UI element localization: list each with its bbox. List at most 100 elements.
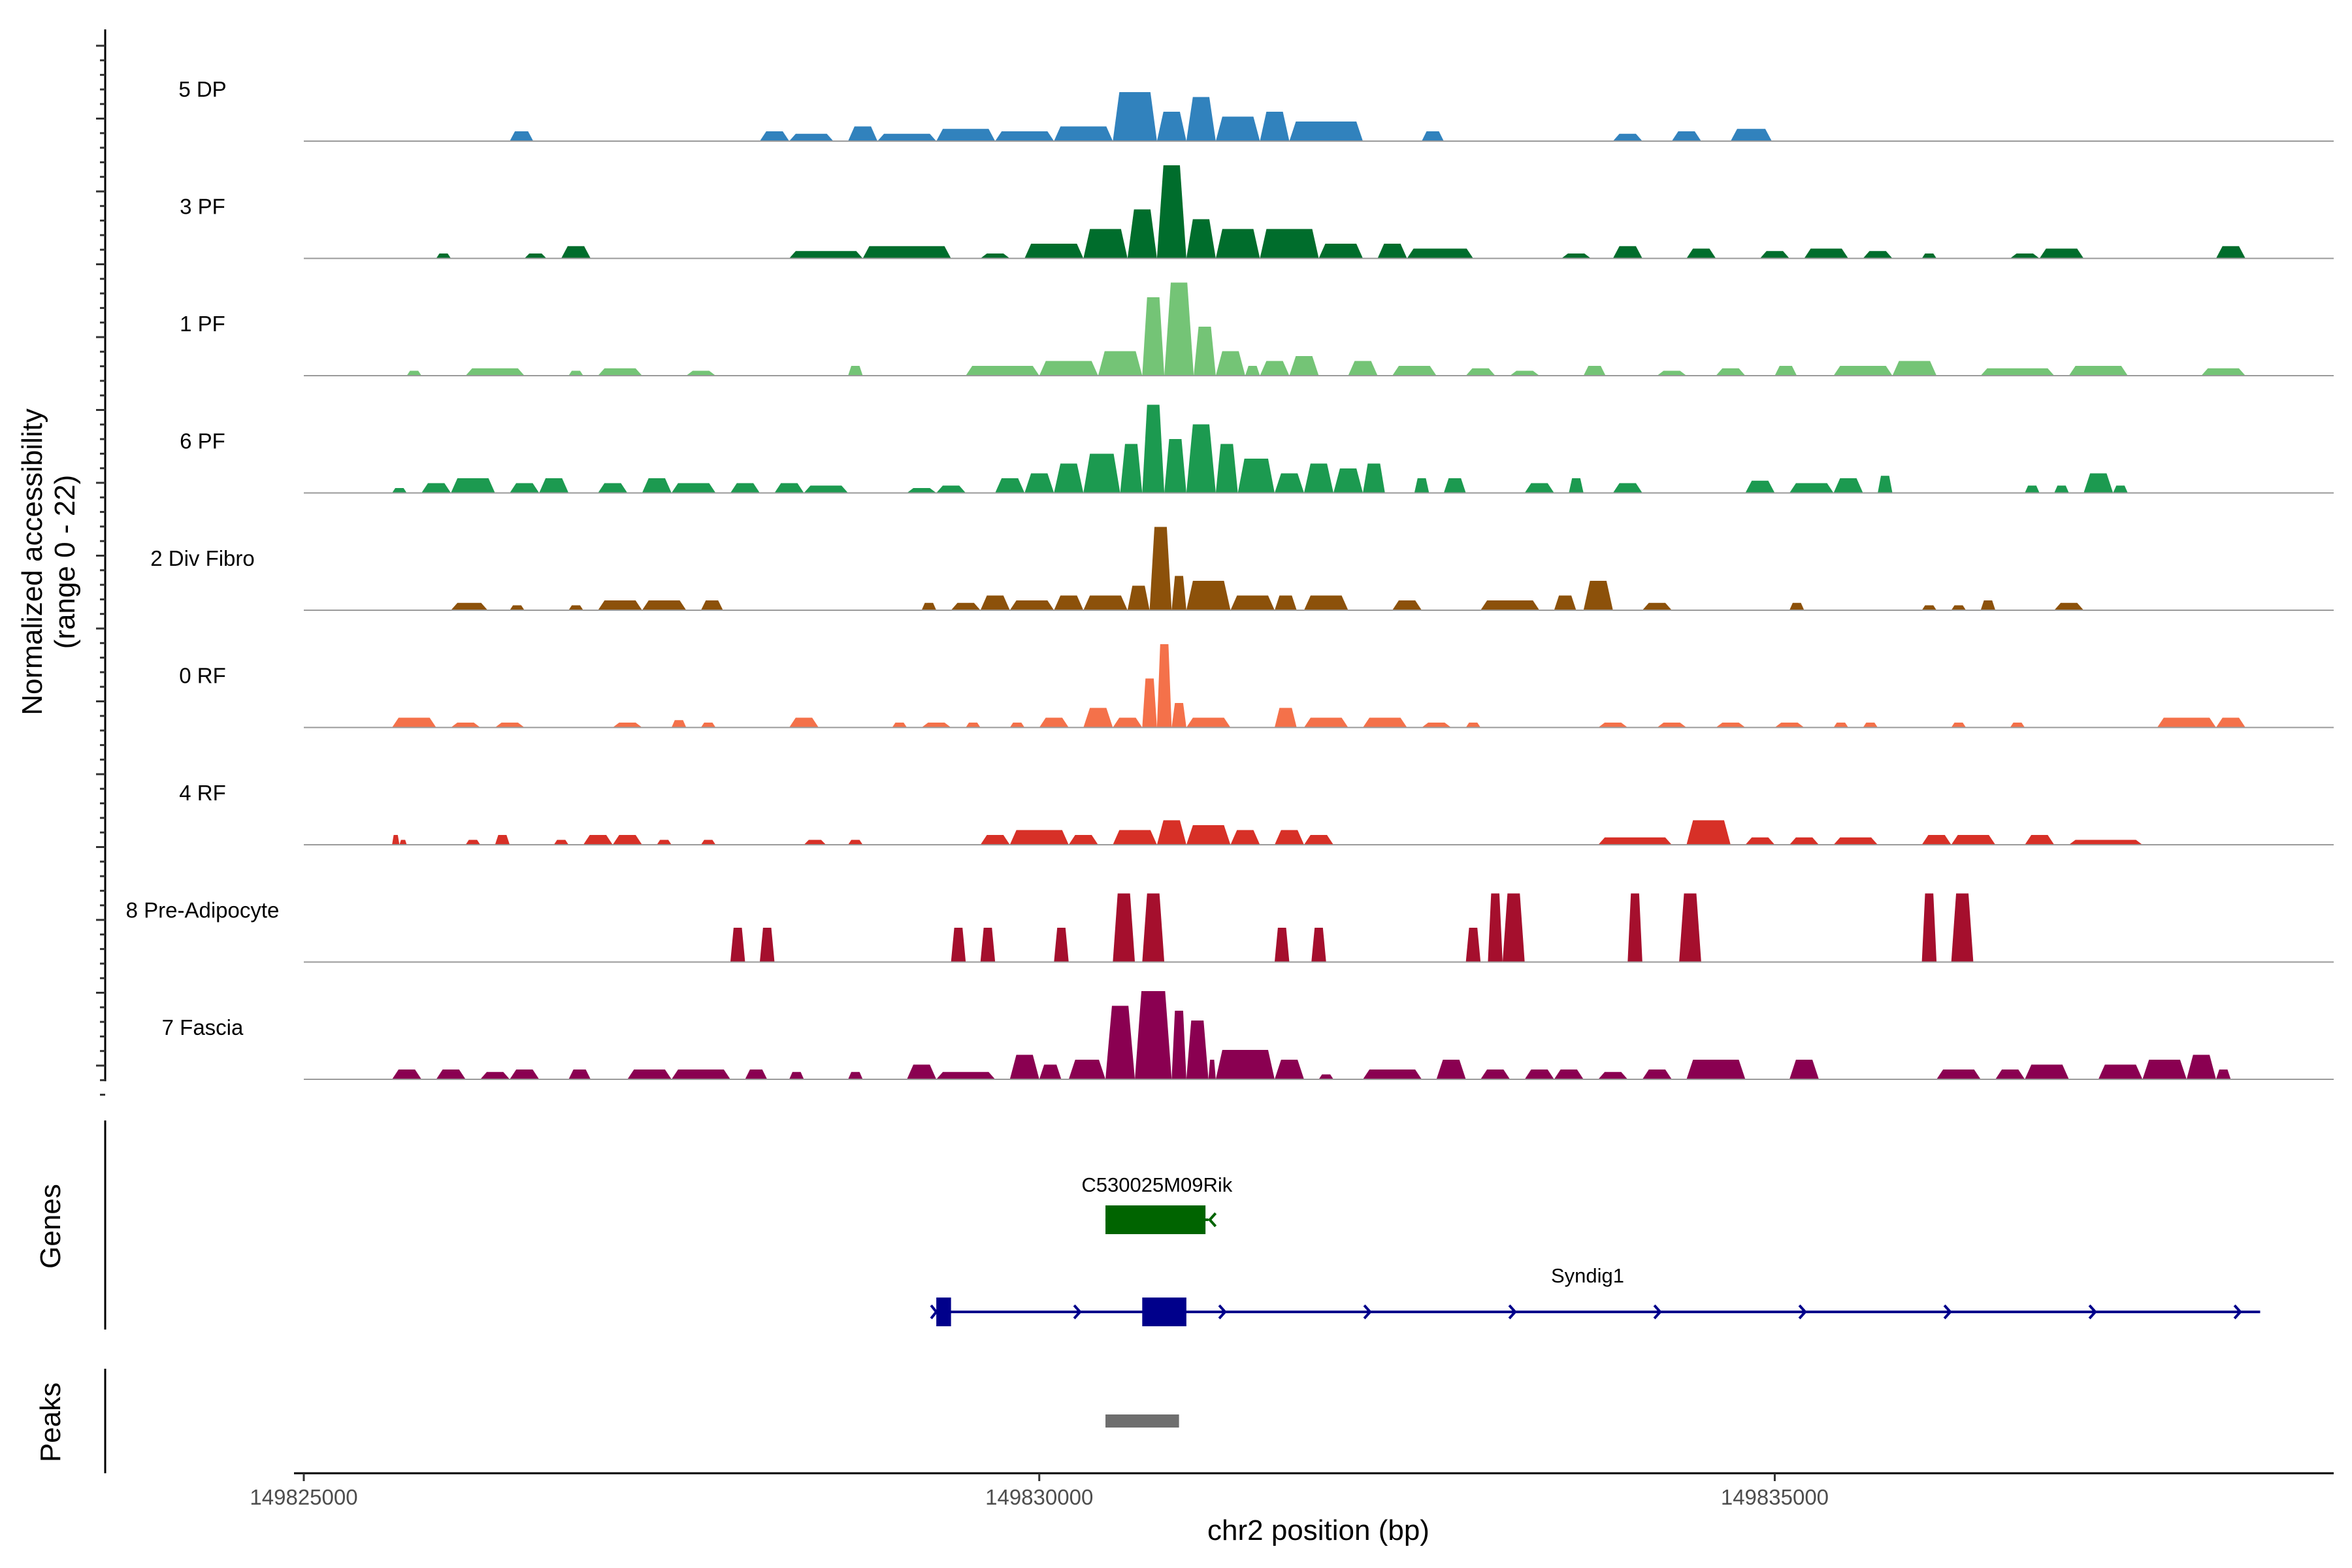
coverage-peak <box>1583 581 1613 610</box>
coverage-peak <box>2215 246 2246 259</box>
coverage-peak <box>892 723 907 728</box>
coverage-peak <box>936 1071 996 1079</box>
coverage-peak <box>1024 473 1054 493</box>
x-axis: 149825000 149830000 149835000 <box>250 1472 2334 1509</box>
coverage-peak <box>392 1070 422 1079</box>
coverage-peak <box>804 485 849 493</box>
coverage-peak <box>1274 830 1304 845</box>
track-6-pf: 6 PF <box>180 404 2334 494</box>
coverage-peak <box>774 483 804 493</box>
coverage-peak <box>1642 1070 1672 1079</box>
coverage-peak <box>1215 116 1260 141</box>
coverage-peak <box>1024 244 1084 259</box>
coverage-peak <box>2025 835 2055 845</box>
coverage-peak <box>1303 595 1348 610</box>
coverage-peak <box>1274 473 1304 493</box>
coverage-peak <box>1127 585 1150 610</box>
coverage-peak <box>2025 485 2040 493</box>
coverage-peak <box>1156 820 1186 845</box>
coverage-peak <box>1789 837 1819 845</box>
coverage-peak <box>1156 644 1172 728</box>
coverage-peak <box>1363 463 1385 493</box>
coverage-peak <box>1054 928 1069 962</box>
coverage-peak <box>612 835 642 845</box>
coverage-peak <box>1863 723 1878 728</box>
gene-exon <box>1105 1205 1206 1234</box>
coverage-peak <box>980 835 1010 845</box>
coverage-peak <box>1377 244 1407 259</box>
coverage-peak <box>612 723 642 728</box>
coverage-peak <box>1083 229 1128 259</box>
coverage-peak <box>1524 483 1554 493</box>
coverage-peak <box>1009 1054 1039 1079</box>
coverage-peak <box>1156 165 1186 259</box>
coverage-peak <box>1392 600 1422 610</box>
coverage-peak <box>1215 351 1245 376</box>
coverage-peak <box>1554 1070 1584 1079</box>
coverage-peak <box>1524 1070 1554 1079</box>
coverage-peak <box>1142 678 1157 728</box>
coverage-peak <box>561 246 591 259</box>
coverage-peak <box>1554 595 1576 610</box>
genes-panel: C530025M09Rik Syndig1 <box>930 1173 2261 1326</box>
coverage-peak <box>700 840 716 845</box>
strand-arrow <box>1218 1304 1227 1320</box>
coverage-peak <box>1679 893 1701 962</box>
coverage-peak <box>1164 282 1194 376</box>
coverage-peak <box>1951 835 1996 845</box>
coverage-peak <box>1422 723 1452 728</box>
coverage-peak <box>1980 600 1996 610</box>
coverage-peak <box>1186 219 1216 259</box>
coverage-peak <box>1120 444 1143 493</box>
coverage-peak <box>980 928 996 962</box>
coverage-peak <box>2068 366 2128 376</box>
coverage-peak <box>1671 131 1701 141</box>
coverage-peak <box>951 602 981 610</box>
strand-arrow <box>2233 1304 2242 1320</box>
coverage-peak <box>1363 717 1407 728</box>
coverage-peak <box>1465 368 1495 376</box>
coverage-peak <box>510 131 534 141</box>
coverage-peak <box>1260 229 1319 259</box>
coverage-peak <box>1156 112 1186 141</box>
coverage-peak <box>1303 835 1334 845</box>
coverage-peak <box>1627 893 1642 962</box>
coverage-peak <box>1149 527 1172 610</box>
coverage-peak <box>1068 1060 1106 1079</box>
strand-arrow <box>1363 1304 1372 1320</box>
coverage-peak <box>421 483 451 493</box>
coverage-peak <box>1083 708 1113 728</box>
peaks-panel <box>1105 1414 1179 1428</box>
coverage-peak <box>1303 717 1348 728</box>
coverage-peak <box>1642 602 1672 610</box>
coverage-peak <box>966 366 1039 376</box>
coverage-peak <box>789 717 819 728</box>
coverage-peak <box>1716 723 1746 728</box>
coverage-peak <box>1098 351 1143 376</box>
coverage-peak <box>568 1070 591 1079</box>
coverage-peak <box>789 1071 804 1079</box>
coverage-peak <box>1171 576 1186 610</box>
coverage-peak <box>2215 1070 2231 1079</box>
peaks-panel-label: Peaks <box>35 1382 67 1462</box>
coverage-peak <box>1318 244 1364 259</box>
coverage-peak <box>1068 835 1098 845</box>
coverage-peak <box>1215 1050 1275 1079</box>
coverage-peak <box>495 835 510 845</box>
coverage-peak <box>2186 1054 2216 1079</box>
coverage-peak <box>1789 602 1805 610</box>
coverage-peak <box>568 605 583 610</box>
track-label: 3 PF <box>180 195 225 219</box>
coverage-peak <box>759 928 775 962</box>
x-tick-label: 149825000 <box>250 1485 357 1509</box>
coverage-peak <box>598 483 628 493</box>
gene-c530025m09rik: C530025M09Rik <box>1081 1173 1233 1234</box>
coverage-peak <box>1436 1060 1466 1079</box>
peak-region <box>1105 1414 1179 1428</box>
coverage-peak <box>1113 92 1157 141</box>
coverage-peak <box>1113 893 1135 962</box>
coverage-peak <box>1333 468 1364 493</box>
coverage-peak <box>2054 602 2084 610</box>
coverage-peak <box>1407 248 1473 259</box>
